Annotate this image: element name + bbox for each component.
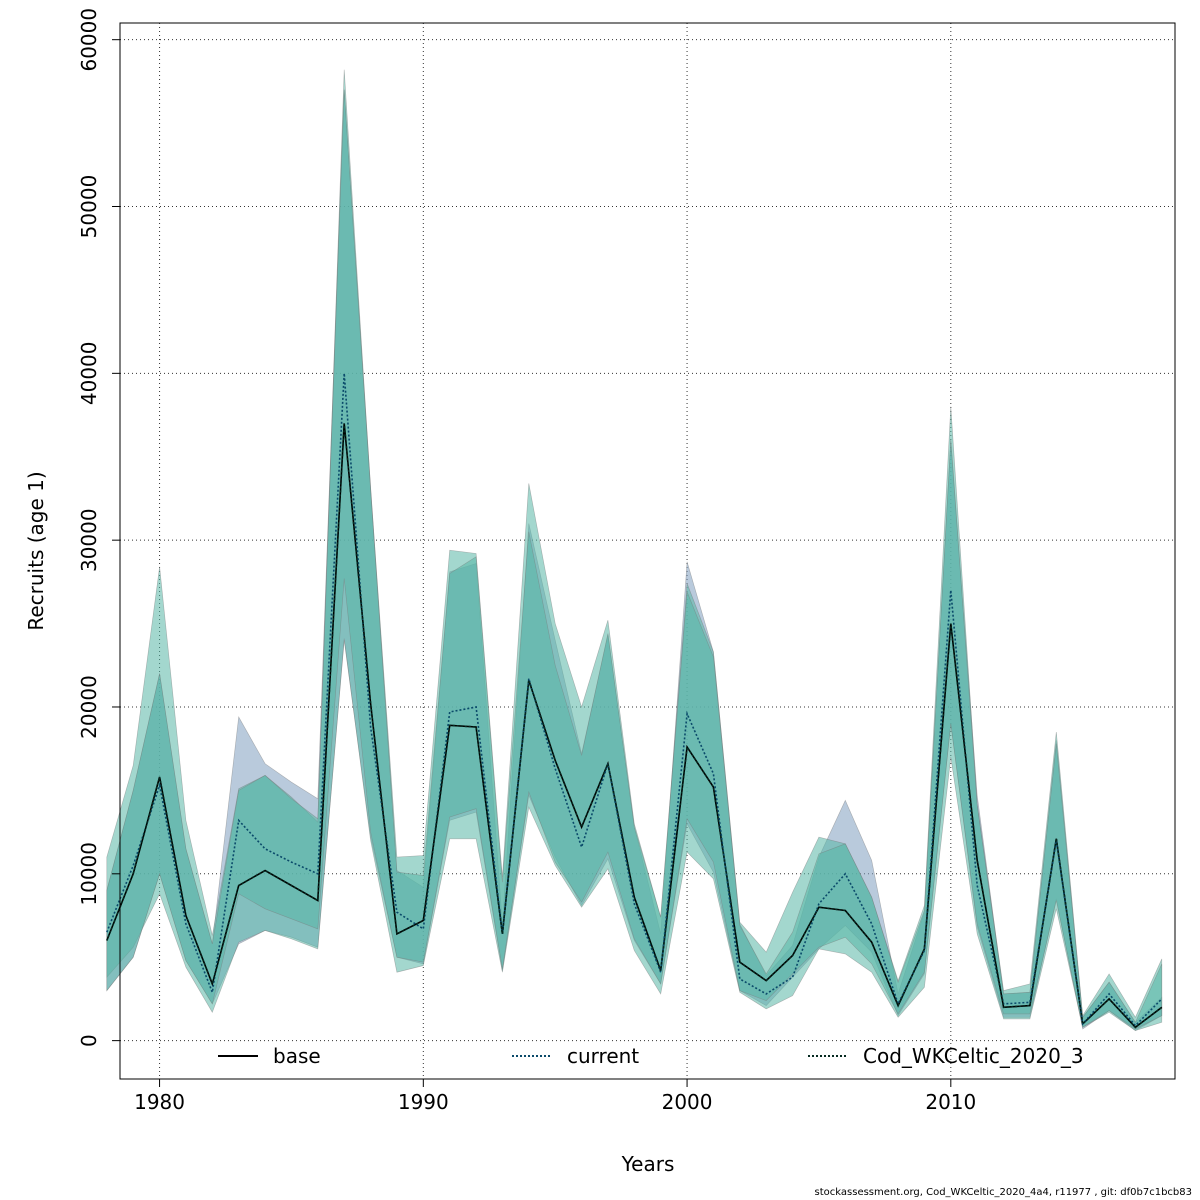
- y-tick-label: 10000: [77, 842, 101, 906]
- series-line-2: [106, 423, 1163, 1029]
- legend-label-2: Cod_WKCeltic_2020_3: [863, 1044, 1084, 1068]
- legend: base current Cod_WKCeltic_2020_3: [218, 1044, 1084, 1068]
- series-lines: [106, 373, 1163, 1029]
- y-tick-label: 20000: [77, 675, 101, 739]
- x-tick-label: 1980: [134, 1090, 185, 1114]
- y-tick-label: 0: [77, 1034, 101, 1047]
- band-2: [106, 89, 1163, 1030]
- x-axis-title: Years: [621, 1152, 675, 1176]
- y-tick-label: 40000: [77, 341, 101, 405]
- x-axis: 1980 1990 2000 2010: [134, 1079, 976, 1114]
- y-axis-title: Recruits (age 1): [24, 471, 48, 630]
- y-tick-label: 60000: [77, 8, 101, 72]
- confidence-bands: [106, 69, 1163, 1031]
- legend-label-1: current: [567, 1044, 639, 1068]
- x-tick-label: 2000: [662, 1090, 713, 1114]
- plot-frame: [119, 22, 1176, 1080]
- x-tick-label: 2010: [925, 1090, 976, 1114]
- footer-credit: stockassessment.org, Cod_WKCeltic_2020_4…: [814, 1187, 1192, 1198]
- legend-label-0: base: [273, 1044, 321, 1068]
- y-tick-label: 30000: [77, 508, 101, 572]
- series-line-1: [106, 373, 1163, 1027]
- y-tick-label: 50000: [77, 175, 101, 239]
- x-tick-label: 1990: [398, 1090, 449, 1114]
- y-axis: 0 10000 20000 30000 40000 50000 60000: [77, 8, 120, 1047]
